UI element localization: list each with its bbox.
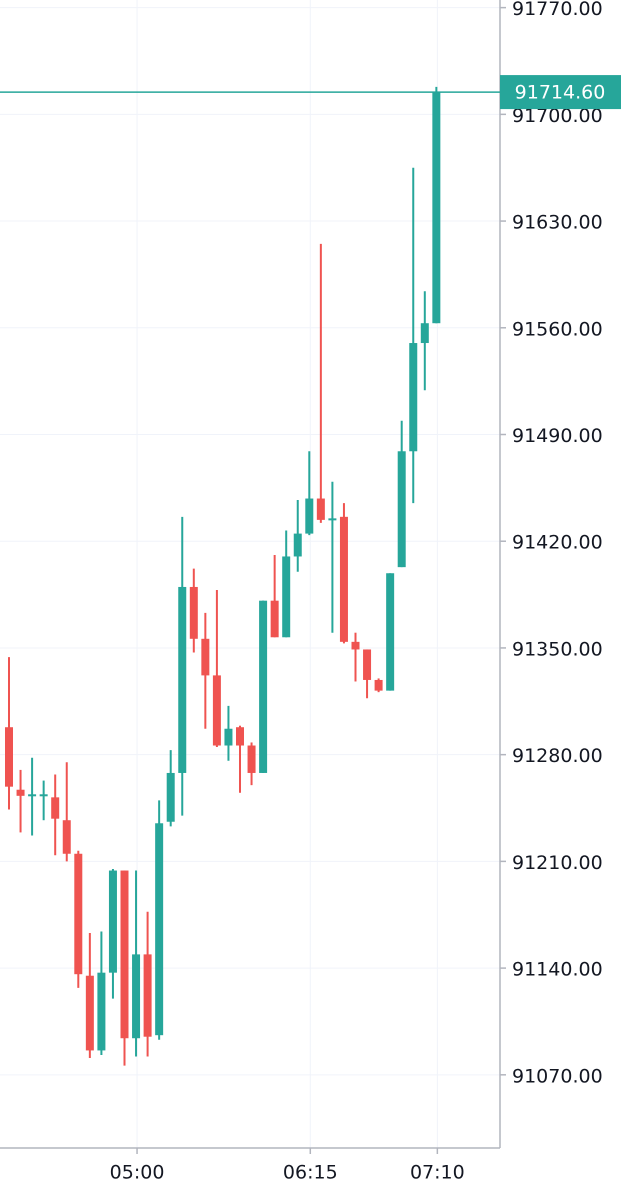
candle-body [409,343,418,452]
candle-body [51,797,60,819]
candle-body [74,853,83,975]
candle-body [293,533,302,557]
y-tick-label: 91700.00 [512,105,603,127]
x-tick-label: 06:15 [283,1162,338,1184]
candle-body [212,675,221,746]
candle-body [155,823,164,1036]
candle-body [270,600,279,638]
price-label-box [500,75,621,110]
candle-body [316,498,325,520]
candle-body [62,820,71,854]
y-tick-label: 91070.00 [512,1065,603,1087]
candle-body [97,972,106,1051]
candle-body [85,975,94,1051]
y-tick-label: 91630.00 [512,212,603,234]
y-tick-label: 91560.00 [512,318,603,340]
x-tick-label: 07:10 [410,1162,465,1184]
y-tick-label: 91210.00 [512,852,603,874]
candle-body [328,518,337,521]
candle-body [386,573,395,691]
candle-body [132,954,141,1039]
candle-body [120,870,129,1039]
candle-body [5,727,13,787]
candle-body [16,789,25,796]
candle-body [305,498,314,534]
candle-body [374,679,383,691]
x-tick-label: 05:00 [110,1162,165,1184]
candle-body [432,92,441,324]
price-label: 91714.60 [515,82,606,104]
candle-body [247,745,256,773]
candle-body [28,794,37,797]
candle-body [351,641,360,650]
y-tick-label: 91770.00 [512,0,603,20]
candle-body [178,586,187,773]
candle-body [108,870,117,973]
candle-body [282,556,291,638]
y-tick-label: 91280.00 [512,745,603,767]
candle-body [339,516,348,642]
candle-body [143,954,152,1037]
y-tick-label: 91420.00 [512,532,603,554]
candle-body [166,772,175,822]
candle-body [397,451,406,568]
candle-body [420,323,429,344]
candle-body [259,600,268,773]
candle-body [363,649,372,680]
y-tick-label: 91490.00 [512,425,603,447]
candle-body [189,586,198,639]
y-tick-label: 91350.00 [512,638,603,660]
candle-body [39,794,48,797]
y-tick-label: 91140.00 [512,959,603,981]
candle-body [236,727,244,746]
candle-body [224,728,233,746]
candle-body [201,638,210,676]
